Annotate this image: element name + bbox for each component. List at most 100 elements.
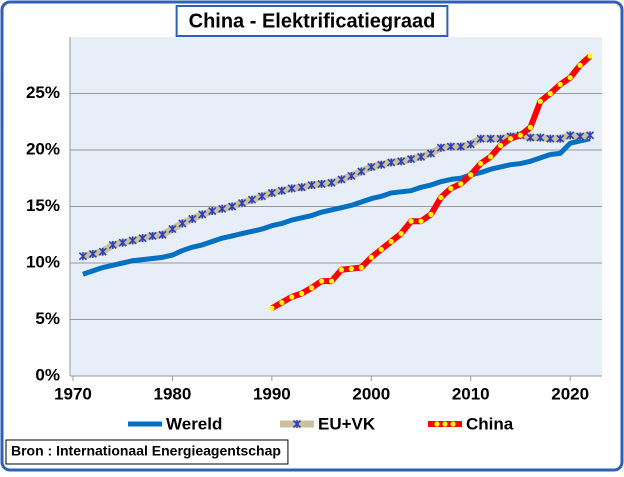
marker <box>148 231 157 240</box>
marker <box>446 142 455 151</box>
y-tick-label: 25% <box>26 83 60 102</box>
y-tick-label: 10% <box>26 252 60 271</box>
marker <box>486 134 495 143</box>
source-box <box>5 439 289 465</box>
x-tick-label: 1980 <box>154 384 192 403</box>
marker <box>98 247 107 256</box>
marker <box>158 230 167 239</box>
marker <box>388 238 394 245</box>
x-tick-label: 2010 <box>452 384 490 403</box>
marker <box>277 186 286 195</box>
marker <box>527 124 534 130</box>
marker <box>458 181 464 187</box>
marker <box>537 98 543 105</box>
marker <box>426 149 436 158</box>
marker <box>267 188 276 198</box>
marker <box>198 210 207 219</box>
marker <box>208 206 217 216</box>
marker <box>78 252 87 261</box>
marker <box>287 184 296 193</box>
y-tick-label: 5% <box>35 309 60 328</box>
legend-marker <box>292 419 302 429</box>
marker <box>337 175 346 184</box>
legend-marker <box>450 421 456 427</box>
marker <box>557 81 563 88</box>
legend-marker <box>442 421 448 427</box>
series-line <box>82 136 591 277</box>
marker <box>468 172 474 178</box>
legend-label: EU+VK <box>318 414 376 433</box>
legend-label: Wereld <box>166 414 222 433</box>
marker <box>368 254 374 260</box>
marker <box>279 299 285 306</box>
marker <box>436 143 445 152</box>
marker <box>526 133 535 142</box>
marker <box>328 278 335 284</box>
marker <box>576 132 585 141</box>
y-tick-label: 0% <box>35 365 60 384</box>
source: Bron : Internationaal Energieagentschap <box>11 443 281 459</box>
x-tick-label: 1990 <box>253 384 291 403</box>
marker <box>566 131 575 140</box>
marker <box>307 180 316 190</box>
marker <box>517 132 524 138</box>
marker <box>118 238 127 247</box>
marker <box>378 246 384 253</box>
marker <box>367 162 376 172</box>
marker <box>237 199 247 208</box>
marker <box>297 183 306 192</box>
title-box <box>175 5 449 37</box>
marker <box>128 236 137 245</box>
marker <box>536 133 545 142</box>
marker <box>88 249 97 259</box>
marker <box>338 267 345 273</box>
marker <box>247 195 257 204</box>
marker <box>546 134 555 143</box>
marker <box>188 214 197 223</box>
marker <box>228 202 237 211</box>
marker <box>357 167 366 176</box>
marker <box>438 194 444 201</box>
marker <box>348 266 355 272</box>
marker <box>418 218 424 224</box>
marker <box>448 185 454 192</box>
series-line <box>82 131 591 260</box>
marker <box>358 264 364 271</box>
legend-marker <box>434 421 440 427</box>
marker <box>168 225 177 234</box>
marker <box>497 142 504 149</box>
marker <box>387 158 396 167</box>
marker <box>218 204 227 213</box>
marker <box>289 294 295 300</box>
marker <box>586 131 595 140</box>
x-tick-label: 1970 <box>54 384 92 403</box>
marker <box>299 290 305 297</box>
y-tick-label: 15% <box>26 196 60 215</box>
marker <box>428 211 434 218</box>
x-tick-label: 2020 <box>551 384 589 403</box>
marker <box>398 231 404 237</box>
legend-label: China <box>466 414 514 433</box>
marker <box>407 154 416 164</box>
marker <box>347 171 356 181</box>
marker <box>567 75 573 81</box>
marker <box>577 62 583 68</box>
marker <box>178 219 187 228</box>
marker <box>547 90 553 97</box>
marker <box>478 160 484 167</box>
marker <box>466 140 475 149</box>
marker <box>318 278 325 284</box>
marker <box>327 178 336 187</box>
marker <box>488 154 494 160</box>
chart-title: China - Elektrificatiegraad <box>189 10 436 32</box>
x-tick-label: 2000 <box>352 384 390 403</box>
marker <box>416 152 426 161</box>
marker <box>257 192 266 201</box>
marker <box>408 218 414 224</box>
marker <box>269 305 275 311</box>
marker <box>507 136 514 142</box>
marker <box>108 240 117 249</box>
marker <box>317 179 326 188</box>
y-tick-label: 20% <box>26 139 60 158</box>
